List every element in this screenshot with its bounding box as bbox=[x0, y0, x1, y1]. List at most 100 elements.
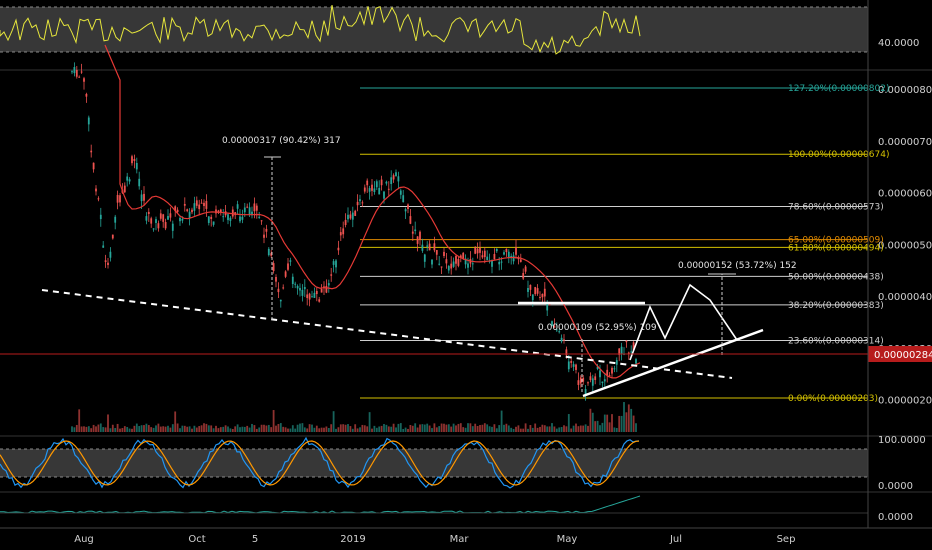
volume-bar bbox=[491, 426, 493, 432]
volume-bar bbox=[227, 426, 229, 432]
candle-body bbox=[539, 297, 541, 299]
candle-body bbox=[80, 71, 83, 73]
candle-body bbox=[152, 228, 155, 230]
candle-body bbox=[493, 254, 496, 260]
candle-body bbox=[215, 209, 217, 214]
candle-body bbox=[159, 213, 162, 219]
volume-bar bbox=[392, 423, 395, 432]
candle-body bbox=[553, 325, 556, 328]
candle-body bbox=[296, 285, 299, 289]
volume-bar bbox=[455, 425, 457, 432]
candle-body bbox=[558, 331, 561, 333]
volume-bar bbox=[174, 411, 177, 432]
candle-body bbox=[207, 216, 210, 223]
volume-bar bbox=[320, 427, 323, 432]
volume-bar bbox=[428, 425, 431, 432]
candle-body bbox=[114, 216, 117, 223]
volume-bar bbox=[272, 410, 275, 432]
candle-body bbox=[457, 258, 460, 266]
candle-body bbox=[447, 266, 450, 271]
candle-body bbox=[351, 212, 354, 220]
candle-body bbox=[486, 256, 489, 261]
candle-body bbox=[577, 380, 580, 385]
candle-body bbox=[531, 294, 534, 301]
candle-body bbox=[265, 228, 268, 232]
candle-body bbox=[510, 255, 513, 258]
fib-level-label: 65.00%(0.00000509) bbox=[788, 236, 884, 246]
candle-body bbox=[421, 244, 424, 251]
volume-bar bbox=[507, 425, 510, 432]
volume-bar bbox=[493, 424, 496, 432]
candle-body bbox=[594, 376, 597, 380]
volume-bar bbox=[354, 424, 357, 432]
candle-body bbox=[378, 187, 381, 195]
volume-bar bbox=[97, 424, 100, 432]
volume-bar bbox=[529, 425, 532, 432]
volume-bar bbox=[469, 423, 472, 432]
candle-body bbox=[529, 284, 532, 290]
candle-body bbox=[203, 202, 205, 206]
volume-bar bbox=[222, 426, 225, 432]
volume-bar bbox=[462, 427, 465, 432]
volume-bar bbox=[464, 427, 467, 432]
current-price-label: 0.00000284 bbox=[874, 350, 932, 361]
candle-body bbox=[157, 223, 160, 229]
candle-body bbox=[337, 247, 340, 251]
volume-bar bbox=[135, 423, 138, 432]
volume-bar bbox=[397, 423, 400, 432]
candle-body bbox=[438, 263, 441, 265]
volume-bar bbox=[531, 427, 534, 432]
candle-body bbox=[299, 287, 301, 291]
volume-bar bbox=[534, 423, 537, 432]
volume-bar bbox=[327, 427, 330, 432]
volume-bar bbox=[155, 425, 157, 432]
candle-body bbox=[131, 156, 133, 164]
volume-bar bbox=[251, 423, 253, 432]
candle-body bbox=[450, 263, 453, 269]
volume-bar bbox=[164, 426, 167, 432]
candle-body bbox=[164, 222, 167, 229]
volume-bar bbox=[486, 424, 489, 432]
candle-body bbox=[503, 252, 505, 255]
volume-bar bbox=[361, 424, 364, 432]
candle-body bbox=[104, 260, 107, 263]
volume-bar bbox=[459, 423, 462, 432]
candle-body bbox=[188, 211, 191, 219]
fib-level-label: 127.20%(0.00000802) bbox=[788, 84, 889, 94]
candle-body bbox=[71, 71, 73, 73]
candle-body bbox=[433, 243, 436, 251]
volume-bar bbox=[575, 423, 577, 432]
candle-body bbox=[330, 274, 333, 276]
candle-body bbox=[222, 216, 225, 218]
candle-body bbox=[205, 200, 208, 209]
volume-bar bbox=[603, 414, 606, 432]
candle-body bbox=[349, 214, 352, 219]
candle-body bbox=[258, 216, 261, 218]
candle-body bbox=[270, 253, 273, 256]
candle-body bbox=[198, 204, 201, 210]
volume-bar bbox=[474, 423, 477, 432]
candle-body bbox=[78, 76, 81, 78]
volume-bar bbox=[632, 415, 635, 432]
volume-bar bbox=[426, 423, 429, 432]
volume-bar bbox=[260, 424, 263, 432]
candle-body bbox=[584, 389, 587, 397]
candle-body bbox=[613, 368, 616, 370]
candle-body bbox=[404, 209, 407, 212]
candle-body bbox=[567, 361, 570, 370]
candle-body bbox=[380, 179, 383, 186]
volume-bar bbox=[87, 426, 90, 432]
candle-body bbox=[195, 200, 198, 206]
volume-bar bbox=[371, 428, 373, 432]
candle-body bbox=[294, 283, 297, 285]
volume-bar bbox=[536, 427, 539, 432]
rsi-band bbox=[0, 7, 868, 52]
candle-body bbox=[565, 349, 568, 356]
candle-body bbox=[579, 377, 582, 384]
candle-body bbox=[479, 247, 481, 253]
candle-body bbox=[243, 207, 246, 213]
candle-body bbox=[505, 248, 508, 253]
volume-bar bbox=[383, 424, 385, 432]
candle-body bbox=[627, 352, 630, 355]
